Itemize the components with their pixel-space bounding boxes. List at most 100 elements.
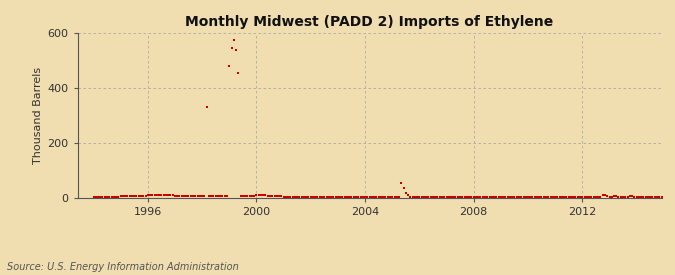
Point	[373, 195, 384, 199]
Point	[194, 194, 205, 198]
Point	[244, 194, 255, 198]
Point	[568, 195, 578, 199]
Point	[278, 194, 289, 199]
Point	[437, 195, 448, 199]
Point	[353, 195, 364, 199]
Point	[179, 194, 190, 198]
Point	[233, 71, 244, 75]
Point	[337, 195, 348, 199]
Point	[109, 194, 119, 199]
Point	[487, 195, 497, 199]
Point	[480, 195, 491, 199]
Point	[350, 195, 361, 199]
Point	[584, 195, 595, 199]
Point	[559, 195, 570, 199]
Y-axis label: Thousand Barrels: Thousand Barrels	[33, 67, 43, 164]
Point	[161, 193, 171, 197]
Point	[248, 194, 259, 198]
Point	[434, 195, 445, 199]
Point	[579, 195, 590, 199]
Point	[378, 195, 389, 199]
Point	[472, 195, 483, 199]
Point	[518, 195, 529, 199]
Point	[432, 195, 443, 199]
Point	[169, 194, 180, 198]
Point	[360, 195, 371, 199]
Point	[651, 195, 662, 199]
Point	[319, 194, 329, 199]
Point	[414, 195, 425, 199]
Point	[421, 195, 431, 199]
Point	[504, 195, 515, 199]
Point	[119, 194, 130, 198]
Point	[616, 195, 626, 199]
Point	[269, 194, 280, 199]
Point	[629, 194, 640, 199]
Point	[321, 194, 332, 199]
Point	[482, 195, 493, 199]
Point	[645, 195, 655, 199]
Point	[400, 190, 411, 195]
Point	[256, 192, 267, 197]
Point	[142, 193, 153, 197]
Point	[475, 195, 486, 199]
Point	[235, 194, 246, 198]
Point	[392, 195, 402, 199]
Point	[267, 194, 277, 199]
Point	[609, 194, 620, 199]
Point	[131, 194, 142, 198]
Point	[117, 194, 128, 198]
Point	[643, 195, 653, 199]
Point	[226, 46, 237, 50]
Point	[549, 195, 560, 199]
Point	[597, 193, 608, 197]
Point	[163, 193, 173, 197]
Point	[369, 195, 379, 199]
Point	[561, 195, 572, 199]
Point	[448, 195, 458, 199]
Point	[344, 195, 354, 199]
Point	[520, 195, 531, 199]
Point	[554, 195, 565, 199]
Point	[323, 194, 334, 199]
Point	[654, 194, 665, 199]
Point	[312, 194, 323, 199]
Point	[199, 194, 210, 199]
Point	[457, 195, 468, 199]
Point	[385, 195, 396, 199]
Point	[566, 195, 576, 199]
Point	[330, 194, 341, 199]
Point	[242, 194, 252, 198]
Point	[140, 194, 151, 198]
Point	[251, 192, 262, 197]
Point	[418, 195, 429, 199]
Point	[106, 194, 117, 199]
Point	[328, 194, 339, 199]
Point	[271, 194, 282, 199]
Point	[541, 195, 551, 199]
Point	[425, 195, 436, 199]
Point	[502, 195, 513, 199]
Point	[228, 38, 239, 42]
Point	[543, 195, 554, 199]
Point	[174, 194, 185, 198]
Point	[296, 194, 307, 199]
Title: Monthly Midwest (PADD 2) Imports of Ethylene: Monthly Midwest (PADD 2) Imports of Ethy…	[186, 15, 554, 29]
Point	[335, 195, 346, 199]
Point	[285, 194, 296, 199]
Point	[459, 195, 470, 199]
Point	[217, 194, 228, 199]
Point	[213, 194, 223, 199]
Point	[638, 195, 649, 199]
Point	[466, 195, 477, 199]
Point	[439, 195, 450, 199]
Point	[208, 194, 219, 199]
Point	[317, 194, 327, 199]
Point	[380, 195, 391, 199]
Point	[539, 195, 549, 199]
Point	[577, 195, 588, 199]
Point	[281, 194, 292, 199]
Point	[290, 194, 300, 199]
Point	[167, 193, 178, 197]
Point	[624, 194, 635, 199]
